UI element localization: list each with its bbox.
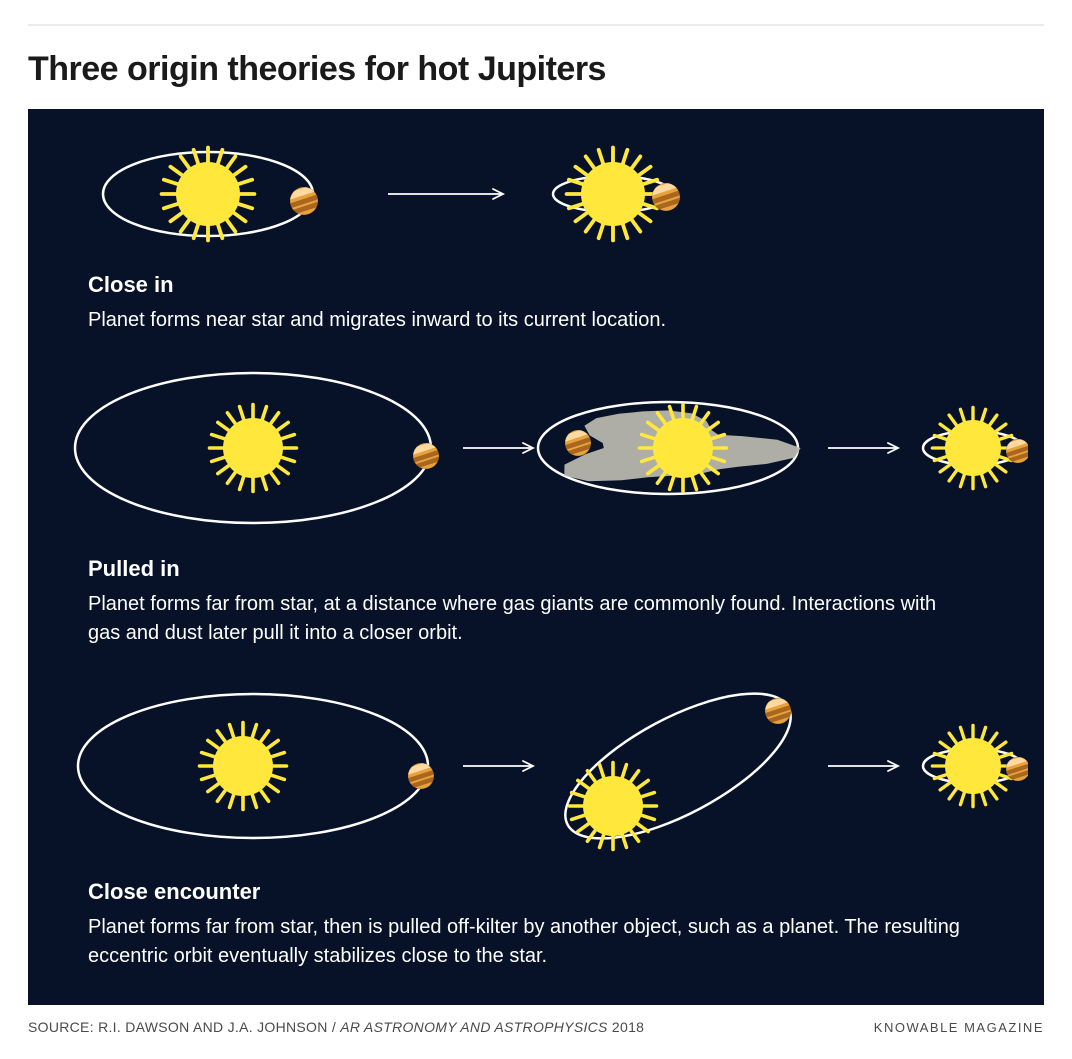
theory-close-encounter-desc: Planet forms far from star, then is pull… [88,913,968,971]
source-prefix: SOURCE: R.I. DAWSON AND J.A. JOHNSON / [28,1019,340,1035]
source-year: 2018 [608,1019,645,1035]
close-in-svg [68,139,788,249]
theory-close-encounter: Close encounter Planet forms far from st… [68,676,1004,971]
theory-pulled-in-title: Pulled in [88,556,1004,582]
diagram-panel: Close in Planet forms near star and migr… [28,109,1044,1005]
theory-close-in-desc: Planet forms near star and migrates inwa… [88,306,968,335]
theory-close-encounter-title: Close encounter [88,879,1004,905]
footer: SOURCE: R.I. DAWSON AND J.A. JOHNSON / A… [28,1019,1044,1035]
theory-pulled-in-desc: Planet forms far from star, at a distanc… [88,590,968,648]
theory-close-encounter-visual [68,676,1004,861]
page-title: Three origin theories for hot Jupiters [28,50,1044,89]
theory-pulled-in: Pulled in Planet forms far from star, at… [68,363,1004,648]
source-italic: AR ASTRONOMY AND ASTROPHYSICS [340,1019,607,1035]
theory-pulled-in-visual [68,363,1004,538]
theory-close-in-title: Close in [88,272,1004,298]
pulled-in-svg [68,363,1028,533]
theory-close-in: Close in Planet forms near star and migr… [68,139,1004,335]
magazine-credit: KNOWABLE MAGAZINE [874,1020,1044,1035]
divider-top [28,24,1044,26]
source-line: SOURCE: R.I. DAWSON AND J.A. JOHNSON / A… [28,1019,644,1035]
theory-close-in-visual [68,139,1004,254]
close-encounter-svg [68,676,1028,856]
